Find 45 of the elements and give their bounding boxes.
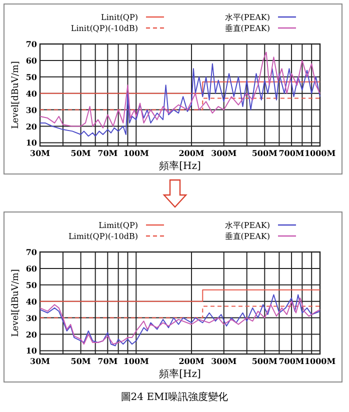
caption: 圖24 EMI噪訊強度變化 xyxy=(120,391,228,403)
x-tick-label: 500M xyxy=(252,356,278,366)
y-tick-label: 30 xyxy=(26,312,38,323)
y-tick-label: 40 xyxy=(26,296,38,306)
x-tick-label: 1000M xyxy=(304,356,336,366)
x-axis-title: 頻率[Hz] xyxy=(159,160,201,172)
x-tick-label: 70M xyxy=(98,148,118,158)
x-tick-label: 30M xyxy=(30,148,50,158)
y-tick-label: 20 xyxy=(26,121,38,132)
y-axis-title: Level[dBuV/m] xyxy=(11,61,21,129)
legend-label: Limit(QP) xyxy=(98,221,138,230)
y-tick-label: 50 xyxy=(26,280,38,290)
y-axis-title: Level[dBuV/m] xyxy=(11,269,21,337)
legend-label: Limit(QP)(-10dB) xyxy=(68,232,138,241)
legend-label: Linit(QP) xyxy=(101,13,138,22)
x-tick-label: 200M xyxy=(178,356,204,366)
y-tick-label: 10 xyxy=(26,138,38,148)
y-tick-label: 10 xyxy=(26,346,38,356)
y-tick-label: 60 xyxy=(26,263,38,274)
legend-label: 水平(PEAK) xyxy=(224,13,270,22)
x-tick-label: 500M xyxy=(252,148,278,158)
y-tick-label: 70 xyxy=(26,39,38,49)
x-tick-label: 100M xyxy=(123,356,150,366)
x-tick-label: 100M xyxy=(123,148,150,158)
x-tick-label: 200M xyxy=(178,148,204,158)
x-tick-label: 300M xyxy=(211,356,237,366)
x-tick-label: 1000M xyxy=(304,148,336,158)
x-tick-label: 50M xyxy=(70,356,91,366)
legend-label: 垂直(PEAK) xyxy=(224,24,270,33)
x-tick-label: 700M xyxy=(278,148,304,158)
x-tick-label: 300M xyxy=(211,148,237,158)
legend-label: 垂直(PEAK) xyxy=(224,232,270,241)
y-tick-label: 30 xyxy=(26,104,38,115)
legend-label: 水平(PEAK) xyxy=(224,221,270,230)
y-tick-label: 60 xyxy=(26,55,38,66)
y-tick-label: 40 xyxy=(26,88,38,98)
x-tick-label: 50M xyxy=(70,148,91,158)
y-tick-label: 50 xyxy=(26,72,38,82)
legend-label: Linit(QP)(-10dB) xyxy=(70,24,138,33)
x-tick-label: 70M xyxy=(98,356,118,366)
y-tick-label: 70 xyxy=(26,247,38,257)
x-tick-label: 700M xyxy=(278,356,304,366)
y-tick-label: 20 xyxy=(26,329,38,340)
x-tick-label: 30M xyxy=(30,356,50,366)
x-axis-title: 頻率[Hz] xyxy=(159,368,201,380)
